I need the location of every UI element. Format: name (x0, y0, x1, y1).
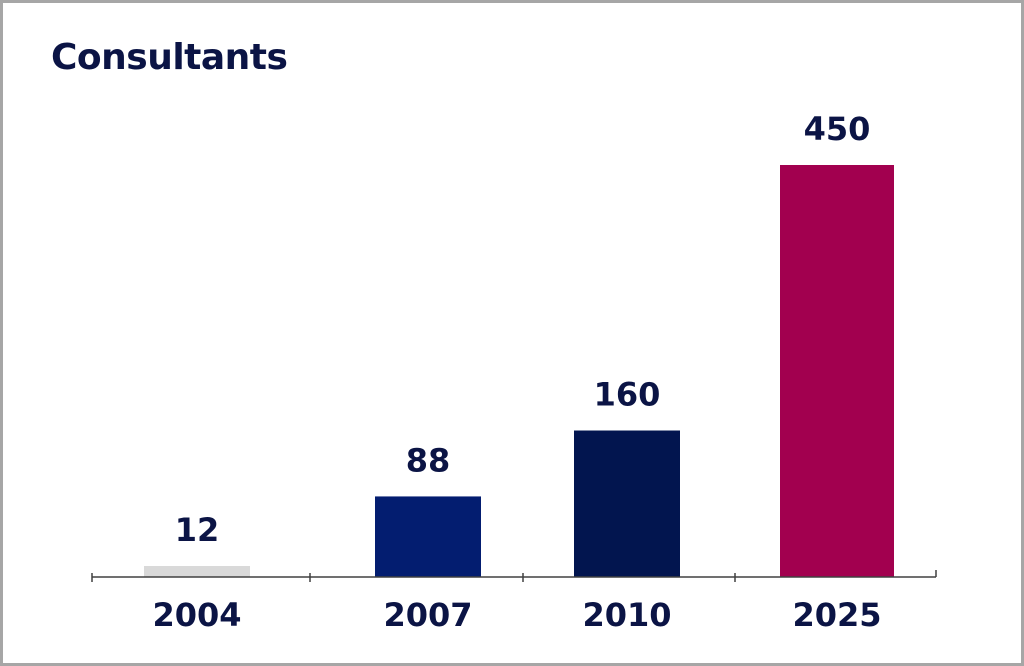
category-label-2007: 2007 (383, 596, 472, 634)
value-label-2010: 160 (594, 376, 661, 414)
bar-2010 (574, 430, 680, 577)
value-label-2007: 88 (406, 441, 451, 479)
chart-title: Consultants (51, 37, 288, 78)
category-label-2025: 2025 (792, 596, 881, 634)
bar-2004 (144, 566, 250, 577)
value-label-2025: 450 (804, 110, 871, 148)
bar-2025 (780, 165, 894, 577)
category-label-2004: 2004 (152, 596, 241, 634)
bar-2007 (375, 496, 481, 577)
category-label-2010: 2010 (582, 596, 671, 634)
value-label-2004: 12 (175, 511, 220, 549)
